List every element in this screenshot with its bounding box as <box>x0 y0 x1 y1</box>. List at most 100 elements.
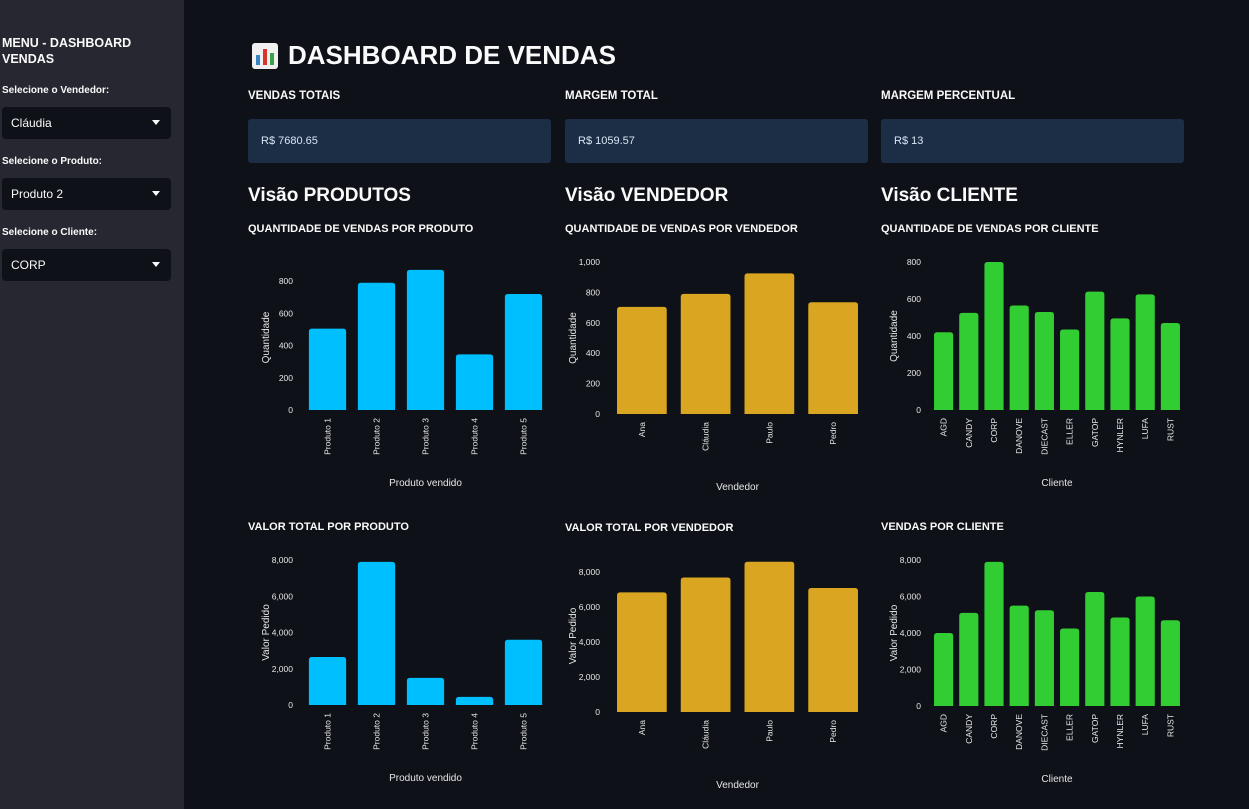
y-tick-label: 400 <box>586 348 600 358</box>
x-tick-label: ELLER <box>1065 418 1075 445</box>
produto-select-value: Produto 2 <box>11 187 64 201</box>
x-tick-label: CORP <box>989 714 999 739</box>
x-tick-label: Paulo <box>764 422 774 444</box>
x-tick-label: Produto 5 <box>519 713 529 750</box>
x-tick-label: ELLER <box>1065 714 1075 741</box>
x-tick-label: Pedro <box>828 422 838 445</box>
bar <box>617 306 667 414</box>
main-content: DASHBOARD DE VENDAS VENDAS TOTAIS R$ 768… <box>184 0 1249 809</box>
x-tick-label: GATOP <box>1090 418 1100 447</box>
chart-vendas-cliente: 0 2,000 4,000 6,000 8,000 Valor Pedido AGD CAND… <box>889 555 1180 785</box>
metric-label-vendas-totais: VENDAS TOTAIS <box>248 90 341 102</box>
section-heading-vendedor: Visão VENDEDOR <box>565 185 729 206</box>
x-tick-label: Produto 4 <box>470 418 480 455</box>
y-tick-label: 800 <box>279 276 293 286</box>
x-tick-label: CANDY <box>964 714 974 744</box>
y-axis-label: Valor Pedido <box>261 604 272 661</box>
chart-title-valor-vendedor: VALOR TOTAL POR VENDEDOR <box>565 522 734 534</box>
bar <box>1110 318 1130 410</box>
caret-down-icon <box>152 262 160 267</box>
x-tick-label: HYNLER <box>1115 714 1125 748</box>
x-axis-label: Vendedor <box>716 482 759 493</box>
bar <box>406 269 445 410</box>
bar <box>1135 294 1155 410</box>
x-tick-label: Produto 2 <box>372 418 382 455</box>
bar <box>744 273 795 414</box>
y-tick-label: 400 <box>279 341 293 351</box>
bar <box>680 577 731 712</box>
bar <box>504 639 543 705</box>
bar <box>1085 591 1105 706</box>
y-axis-label: Quantidade <box>261 311 272 363</box>
x-tick-label: Pedro <box>828 720 838 743</box>
y-tick-label: 0 <box>595 707 600 717</box>
vendedor-select-value: Cláudia <box>11 116 52 130</box>
y-axis-label: Quantidade <box>568 312 579 364</box>
x-tick-label: AGD <box>939 714 949 732</box>
y-tick-label: 8,000 <box>900 555 922 565</box>
bar <box>680 293 731 414</box>
y-tick-label: 1,000 <box>579 257 601 267</box>
x-tick-label: DANOVE <box>1014 714 1024 750</box>
bar <box>1160 620 1180 706</box>
bar <box>308 328 347 410</box>
vendedor-select[interactable]: Cláudia <box>2 107 171 139</box>
x-tick-label: RUST <box>1165 714 1175 737</box>
sidebar-title: MENU - DASHBOARD VENDAS <box>2 36 132 66</box>
x-axis-label: Produto vendido <box>389 478 462 489</box>
y-tick-label: 200 <box>907 368 921 378</box>
chart-qtd-produto: 0 200 400 600 800 Quantidade Produto 1 Produto … <box>261 269 543 489</box>
x-tick-label: Produto 4 <box>470 713 480 750</box>
bar <box>406 677 445 705</box>
chart-qtd-vendedor: 0 200 400 600 800 1,000 Quantidade Ana Cláudia Pa… <box>568 257 858 493</box>
y-tick-label: 8,000 <box>272 555 294 565</box>
y-tick-label: 8,000 <box>579 567 601 577</box>
bar <box>959 612 979 706</box>
y-tick-label: 0 <box>288 405 293 415</box>
x-tick-label: Produto 2 <box>372 713 382 750</box>
bar <box>455 354 494 410</box>
chart-title-valor-produto: VALOR TOTAL POR PRODUTO <box>248 521 409 533</box>
chart-valor-vendedor: 0 2,000 4,000 6,000 8,000 Valor Pedido Ana Cláu… <box>568 561 858 791</box>
y-tick-label: 0 <box>288 700 293 710</box>
x-tick-label: HYNLER <box>1115 418 1125 452</box>
vendedor-filter-label: Selecione o Vendedor: <box>2 85 110 96</box>
bar <box>1060 628 1080 706</box>
bar <box>1009 605 1029 706</box>
metric-value-margem-percentual: R$ 13 <box>881 119 1184 163</box>
x-axis-label: Vendedor <box>716 780 759 791</box>
page-title: DASHBOARD DE VENDAS <box>252 40 616 71</box>
page-title-text: DASHBOARD DE VENDAS <box>288 40 616 70</box>
bar <box>1060 329 1080 410</box>
chart-title-qtd-produto: QUANTIDADE DE VENDAS POR PRODUTO <box>248 223 474 235</box>
x-tick-label: Ana <box>637 720 647 735</box>
y-tick-label: 0 <box>916 701 921 711</box>
y-tick-label: 200 <box>586 379 600 389</box>
x-tick-label: AGD <box>939 418 949 436</box>
x-tick-label: Produto 3 <box>421 418 431 455</box>
x-tick-label: Produto 1 <box>323 418 333 455</box>
chart-title-vendas-cliente: VENDAS POR CLIENTE <box>881 521 1004 533</box>
bar <box>357 282 396 410</box>
produto-select[interactable]: Produto 2 <box>2 178 171 210</box>
x-tick-label: GATOP <box>1090 714 1100 743</box>
section-heading-cliente: Visão CLIENTE <box>881 185 1018 206</box>
metric-value-margem-total: R$ 1059.57 <box>565 119 868 163</box>
bar <box>455 696 494 705</box>
bar <box>934 633 954 706</box>
sidebar: MENU - DASHBOARD VENDAS Selecione o Vend… <box>0 0 184 809</box>
bar <box>1160 323 1180 410</box>
cliente-select[interactable]: CORP <box>2 249 171 281</box>
bar <box>1085 291 1105 410</box>
y-tick-label: 200 <box>279 373 293 383</box>
x-tick-label: Produto 5 <box>519 418 529 455</box>
x-tick-label: LUFA <box>1140 418 1150 440</box>
x-tick-label: CANDY <box>964 418 974 448</box>
bar <box>808 302 858 414</box>
y-tick-label: 6,000 <box>272 591 294 601</box>
x-tick-label: DANOVE <box>1014 418 1024 454</box>
x-tick-label: Cláudia <box>701 422 711 451</box>
x-tick-label: Ana <box>637 422 647 437</box>
bar <box>984 561 1004 706</box>
bar <box>744 561 795 712</box>
